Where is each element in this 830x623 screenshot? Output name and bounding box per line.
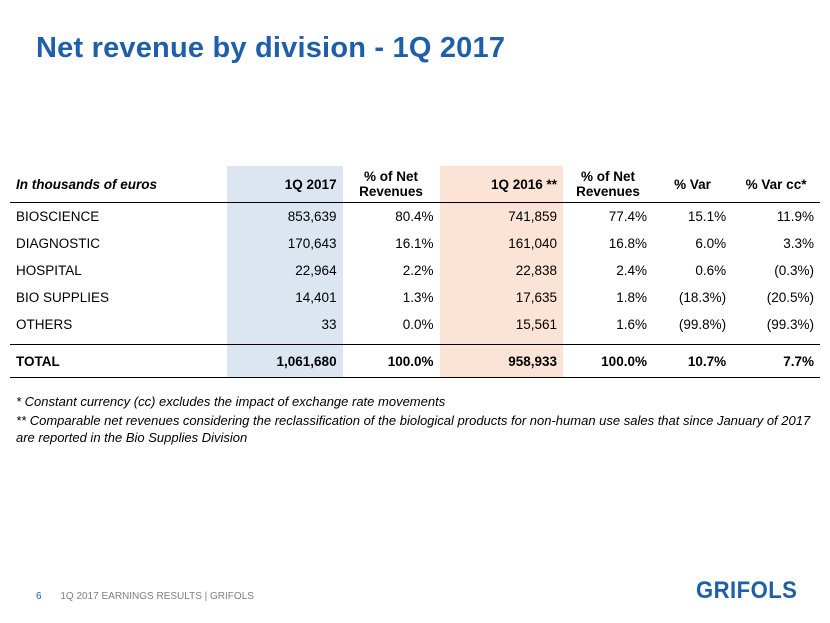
cell-1q-2016: 161,040 bbox=[439, 230, 564, 257]
table-row: BIO SUPPLIES 14,401 1.3% 17,635 1.8% (18… bbox=[10, 284, 820, 311]
cell-pct-2017: 2.2% bbox=[402, 263, 434, 278]
cell-pct-2017: 80.4% bbox=[395, 209, 434, 224]
cell-var: 15.1% bbox=[687, 209, 727, 224]
cell-var-cc: 3.3% bbox=[783, 236, 814, 251]
revenue-table: In thousands of euros 1Q 2017 % of Net R… bbox=[10, 166, 820, 378]
cell-var-cc: 11.9% bbox=[776, 209, 814, 224]
cell-1q-2017: 853,639 bbox=[226, 202, 343, 230]
slide-footer: 6 1Q 2017 EARNINGS RESULTS | GRIFOLS bbox=[36, 591, 254, 602]
total-var: 10.7% bbox=[687, 353, 727, 369]
table-body: BIOSCIENCE 853,639 80.4% 741,859 77.4% 1… bbox=[10, 202, 820, 378]
cell-1q-2016: 15,561 bbox=[439, 311, 564, 338]
header-1q-2016: 1Q 2016 ** bbox=[439, 166, 564, 203]
footnote-constant-currency: * Constant currency (cc) excludes the im… bbox=[16, 394, 446, 409]
row-label: DIAGNOSTIC bbox=[16, 236, 101, 251]
total-1q-2017: 1,061,680 bbox=[226, 344, 343, 378]
units-note: In thousands of euros bbox=[16, 176, 158, 192]
row-spacer bbox=[10, 338, 820, 345]
table-row: BIOSCIENCE 853,639 80.4% 741,859 77.4% 1… bbox=[10, 202, 820, 230]
cell-var-cc: (0.3%) bbox=[774, 263, 814, 278]
table-row: HOSPITAL 22,964 2.2% 22,838 2.4% 0.6% (0… bbox=[10, 257, 820, 284]
cell-1q-2017: 170,643 bbox=[226, 230, 343, 257]
cell-1q-2016: 22,838 bbox=[439, 257, 564, 284]
cell-pct-2016: 2.4% bbox=[616, 263, 647, 278]
total-row: TOTAL 1,061,680 100.0% 958,933 100.0% 10… bbox=[10, 344, 820, 378]
cell-1q-2017: 33 bbox=[226, 311, 343, 338]
row-label: BIO SUPPLIES bbox=[16, 290, 110, 305]
cell-var: (99.8%) bbox=[678, 317, 727, 332]
cell-pct-2016: 1.6% bbox=[616, 317, 647, 332]
cell-pct-2017: 16.1% bbox=[395, 236, 434, 251]
cell-var: 0.6% bbox=[695, 263, 727, 278]
grifols-logo: GRIFOLS bbox=[696, 577, 798, 604]
total-pct-2017: 100.0% bbox=[387, 353, 434, 369]
cell-1q-2017: 22,964 bbox=[226, 257, 343, 284]
header-var: % Var bbox=[674, 176, 711, 192]
row-label: BIOSCIENCE bbox=[16, 209, 100, 224]
table-row: DIAGNOSTIC 170,643 16.1% 161,040 16.8% 6… bbox=[10, 230, 820, 257]
cell-pct-2016: 77.4% bbox=[608, 209, 647, 224]
table-row: OTHERS 33 0.0% 15,561 1.6% (99.8%) (99.3… bbox=[10, 311, 820, 338]
cell-pct-2016: 1.8% bbox=[616, 290, 647, 305]
row-label: HOSPITAL bbox=[16, 263, 82, 278]
header-var-cc: % Var cc* bbox=[745, 176, 807, 192]
footer-text: 1Q 2017 EARNINGS RESULTS | GRIFOLS bbox=[60, 591, 254, 602]
header-1q-2017: 1Q 2017 bbox=[226, 166, 343, 203]
footnotes: * Constant currency (cc) excludes the im… bbox=[16, 393, 816, 448]
cell-pct-2017: 0.0% bbox=[402, 317, 434, 332]
header-pct-2017: % of Net Revenues bbox=[359, 169, 423, 199]
cell-1q-2017: 14,401 bbox=[226, 284, 343, 311]
table-header-row: In thousands of euros 1Q 2017 % of Net R… bbox=[10, 166, 820, 203]
cell-var-cc: (99.3%) bbox=[766, 317, 814, 332]
total-pct-2016: 100.0% bbox=[601, 353, 647, 369]
cell-1q-2016: 17,635 bbox=[439, 284, 564, 311]
footnote-comparable-revenues: ** Comparable net revenues considering t… bbox=[16, 413, 811, 445]
cell-1q-2016: 741,859 bbox=[439, 202, 564, 230]
total-var-cc: 7.7% bbox=[783, 353, 814, 369]
row-label: OTHERS bbox=[16, 317, 73, 332]
cell-pct-2017: 1.3% bbox=[402, 290, 434, 305]
cell-pct-2016: 16.8% bbox=[608, 236, 647, 251]
header-pct-2016: % of Net Revenues bbox=[576, 169, 640, 199]
total-1q-2016: 958,933 bbox=[439, 344, 564, 378]
page-title: Net revenue by division - 1Q 2017 bbox=[36, 32, 506, 64]
total-label: TOTAL bbox=[16, 353, 60, 369]
cell-var: 6.0% bbox=[695, 236, 727, 251]
cell-var-cc: (20.5%) bbox=[766, 290, 814, 305]
page-number: 6 bbox=[36, 591, 42, 602]
cell-var: (18.3%) bbox=[678, 290, 727, 305]
